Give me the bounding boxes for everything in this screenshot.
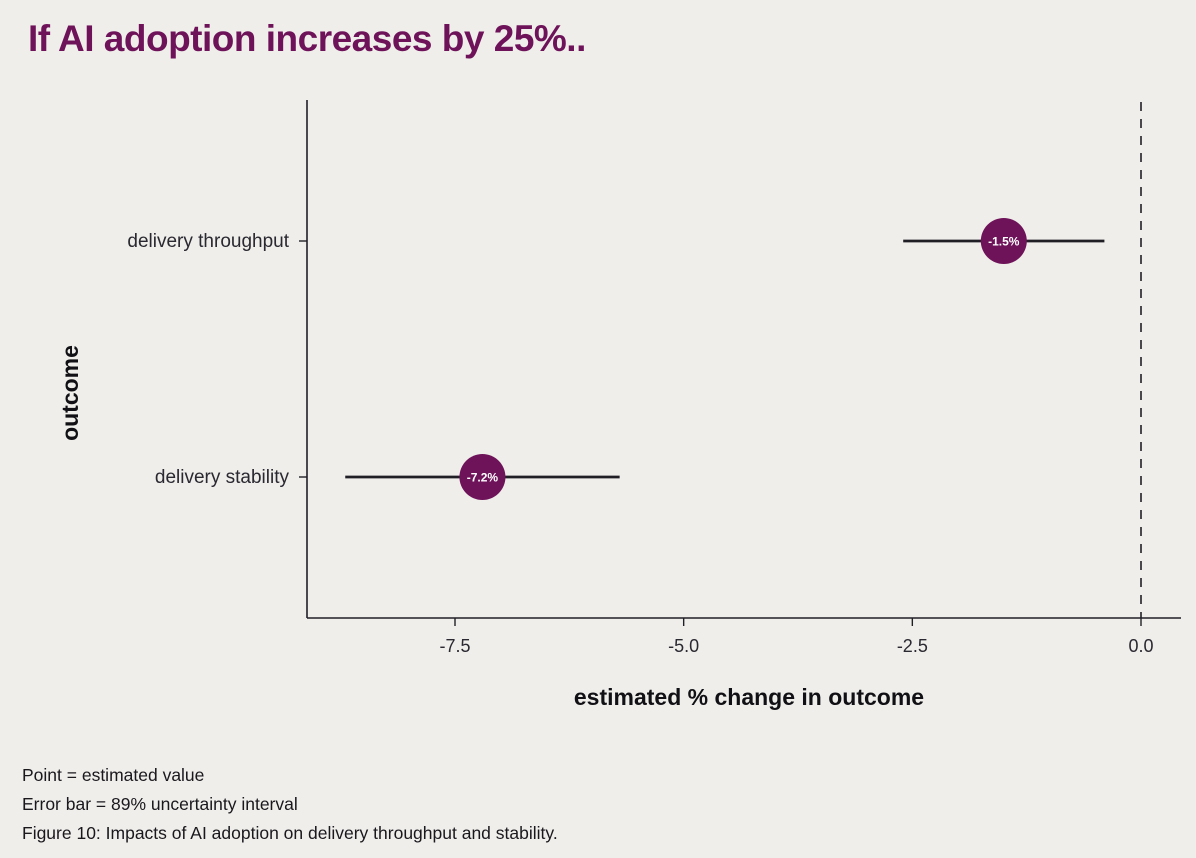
y-category-label: delivery throughput <box>127 231 289 252</box>
points-group: -1.5% -7.2% <box>459 218 1027 500</box>
x-ticks-group: -7.5 -5.0 -2.5 0.0 <box>439 618 1154 656</box>
error-bars-group <box>345 239 1105 479</box>
chart-title: If AI adoption increases by 25%.. <box>28 18 586 59</box>
y-categories-group: delivery throughput delivery stability <box>127 231 307 488</box>
estimate-point <box>459 454 506 500</box>
y-category-label: delivery stability <box>155 467 290 488</box>
estimate-point-label: -7.2% <box>467 471 499 485</box>
x-tick-label: -2.5 <box>897 636 928 656</box>
y-axis-title: outcome <box>57 345 83 441</box>
estimate-point <box>980 218 1027 264</box>
axes-group <box>306 100 1181 619</box>
chart-plot: -1.5% -7.2% -7.5 -5.0 -2.5 0.0 delivery thro… <box>57 100 1181 710</box>
x-tick-label: 0.0 <box>1128 636 1153 656</box>
x-tick-label: -7.5 <box>439 636 470 656</box>
figure-notes: Point = estimated value Error bar = 89% … <box>22 761 558 848</box>
note-point: Point = estimated value <box>22 765 205 785</box>
x-axis-title: estimated % change in outcome <box>574 684 924 710</box>
figure-caption: Figure 10: Impacts of AI adoption on del… <box>22 823 558 843</box>
estimate-point-label: -1.5% <box>988 235 1020 249</box>
x-tick-label: -5.0 <box>668 636 699 656</box>
note-error-bar: Error bar = 89% uncertainty interval <box>22 794 298 814</box>
